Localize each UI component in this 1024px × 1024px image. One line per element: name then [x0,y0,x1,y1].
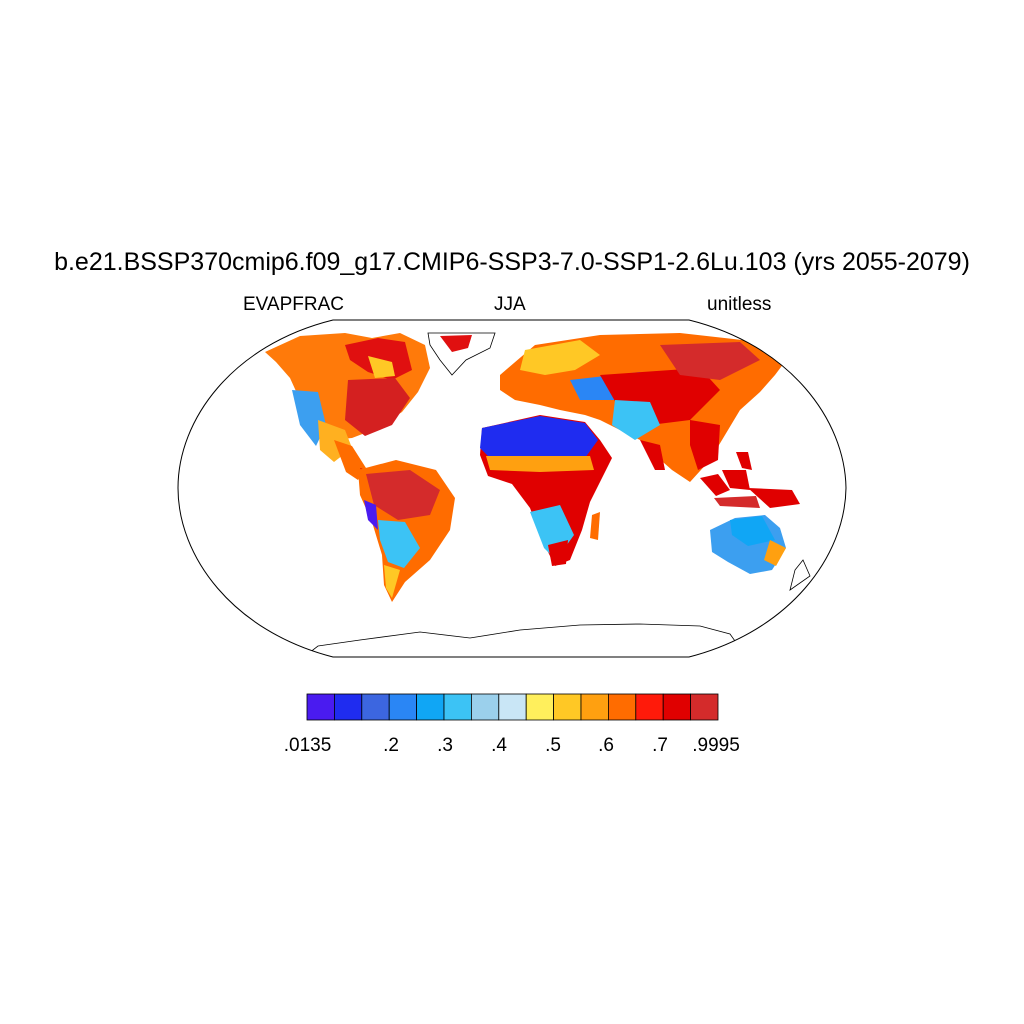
colorbar-box [580,693,609,721]
colorbar-tick-label: .4 [491,735,507,756]
map-border [177,319,847,658]
colorbar-box [553,693,582,721]
colorbar-tick-label: .0135 [284,735,332,756]
colorbar-tick-label: .9995 [692,735,740,756]
colorbar-box [388,693,418,721]
colorbar-box [470,693,500,721]
greenland-landmass [427,332,496,376]
antarctica-outline [298,623,741,657]
colorbar-box [361,693,390,721]
maritime-asia-landmass [700,452,800,508]
colorbar-box [416,693,445,721]
map-title: b.e21.BSSP370cmip6.f09_g17.CMIP6-SSP3-7.… [54,248,970,276]
colorbar-box [333,693,363,721]
australia-landmass [710,515,786,574]
colorbar-box [498,693,527,721]
madagascar-landmass [590,512,600,540]
new-zealand-outline [789,559,811,591]
north-america-landmass [265,333,430,488]
south-america-landmass [358,460,455,602]
colorbar-tick-label: .2 [383,735,399,756]
colorbar-box [306,693,335,721]
colorbar-box [525,693,555,721]
colorbar-tick-label: .3 [437,735,453,756]
variable-label: EVAPFRAC [243,294,345,315]
africa-landmass [480,415,612,566]
season-label: JJA [494,294,526,315]
colorbar-box [690,693,719,721]
units-label: unitless [707,294,772,315]
colorbar-tick-label: .6 [598,735,614,756]
colorbar-box [443,693,472,721]
eurasia-landmass [500,333,790,482]
colorbar-box [635,693,664,721]
colorbar-tick-label: .7 [652,735,668,756]
colorbar-box [662,693,692,721]
colorbar-tick-label: .5 [545,735,561,756]
colorbar-box [608,693,637,721]
